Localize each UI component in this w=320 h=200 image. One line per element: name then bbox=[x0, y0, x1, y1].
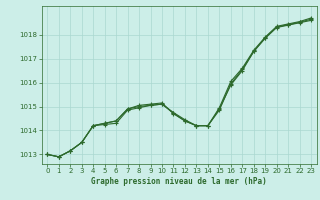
X-axis label: Graphe pression niveau de la mer (hPa): Graphe pression niveau de la mer (hPa) bbox=[91, 177, 267, 186]
